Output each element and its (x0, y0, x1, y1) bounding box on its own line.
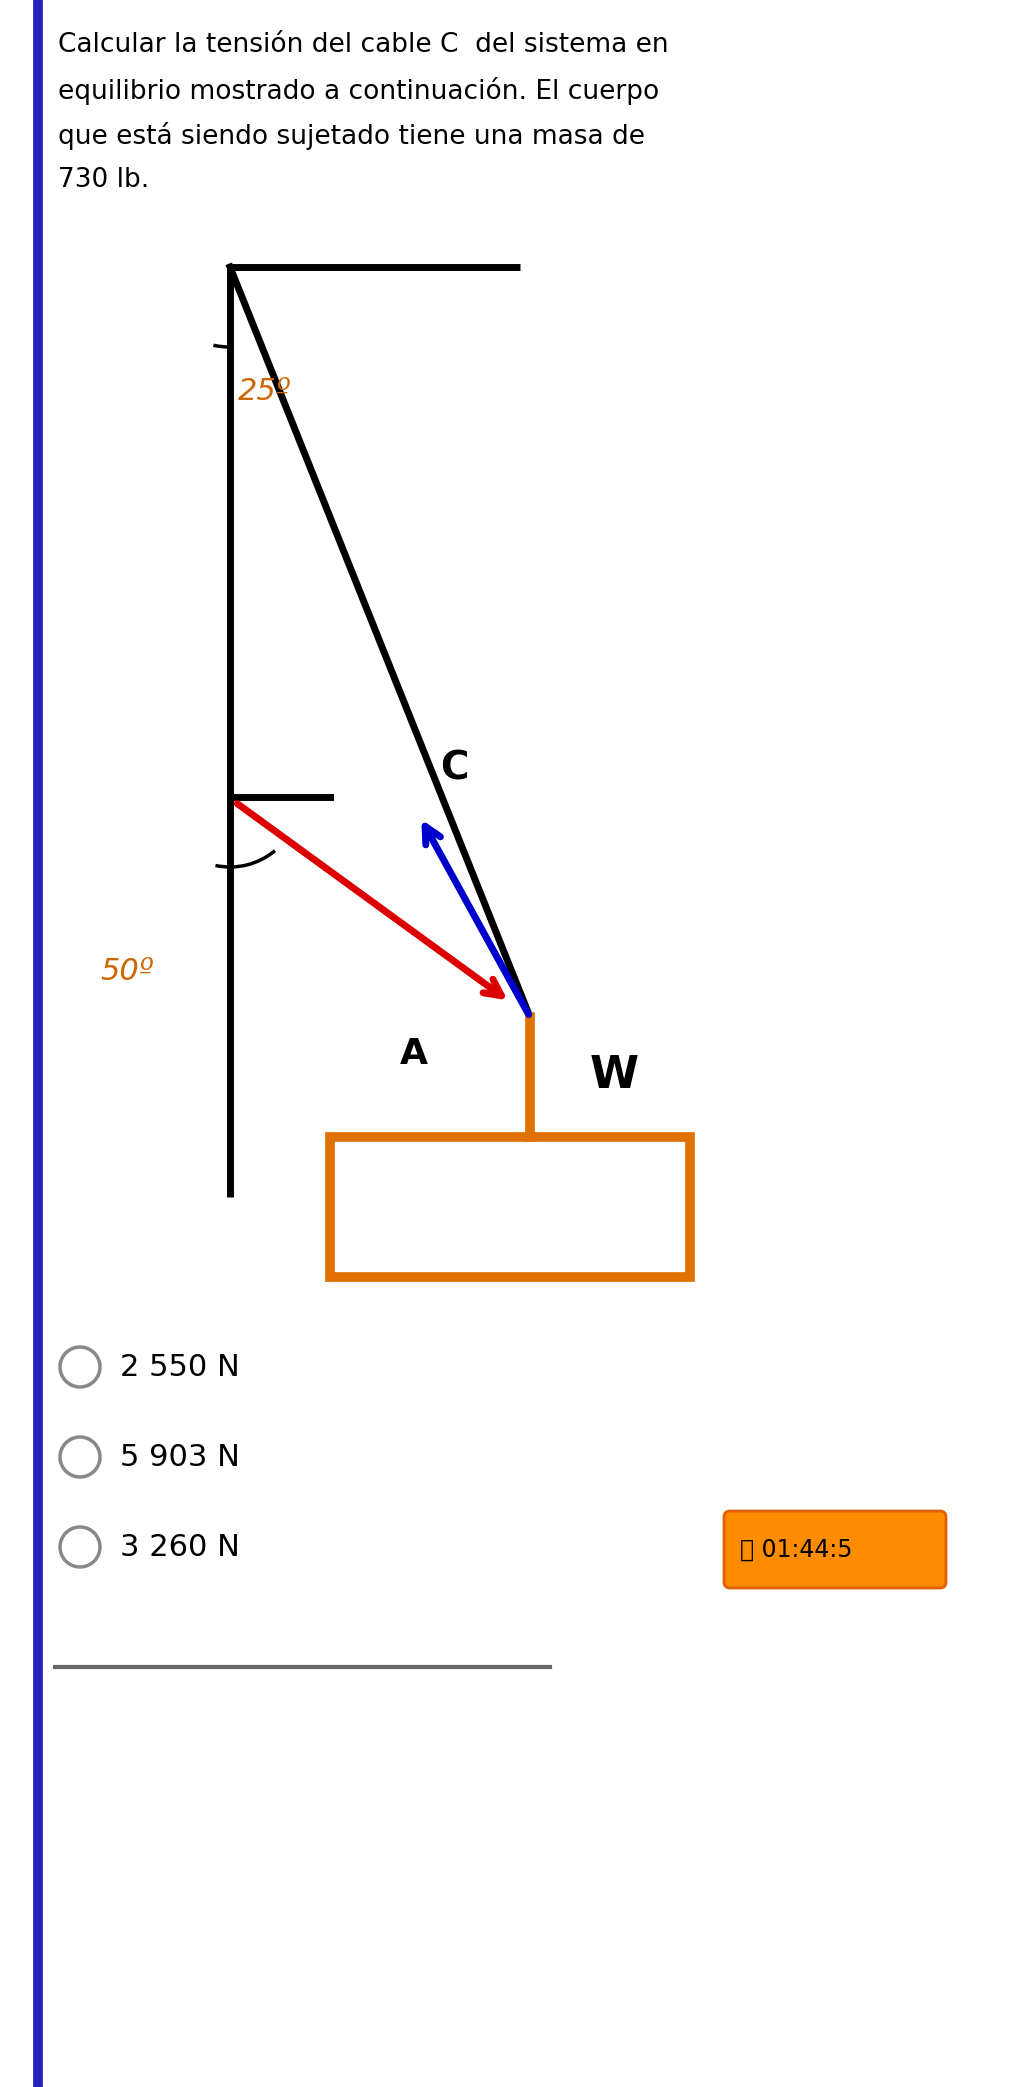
Text: A: A (400, 1037, 428, 1071)
Text: 5 903 N: 5 903 N (120, 1442, 240, 1471)
Text: Calcular la tensión del cable C  del sistema en: Calcular la tensión del cable C del sist… (58, 31, 668, 58)
Text: 50º: 50º (100, 958, 153, 985)
Text: 25º: 25º (238, 378, 291, 407)
Text: 3 260 N: 3 260 N (120, 1532, 240, 1561)
Text: W: W (589, 1054, 639, 1098)
Text: ⏰ 01:44:5: ⏰ 01:44:5 (740, 1538, 853, 1561)
Text: 2 550 N: 2 550 N (120, 1352, 239, 1382)
Text: C: C (440, 749, 468, 787)
Text: equilibrio mostrado a continuación. El cuerpo: equilibrio mostrado a continuación. El c… (58, 77, 659, 104)
Bar (330, 1137, 690, 1277)
Text: que está siendo sujetado tiene una masa de: que está siendo sujetado tiene una masa … (58, 121, 645, 150)
FancyBboxPatch shape (724, 1511, 946, 1588)
Text: 730 lb.: 730 lb. (58, 167, 149, 192)
